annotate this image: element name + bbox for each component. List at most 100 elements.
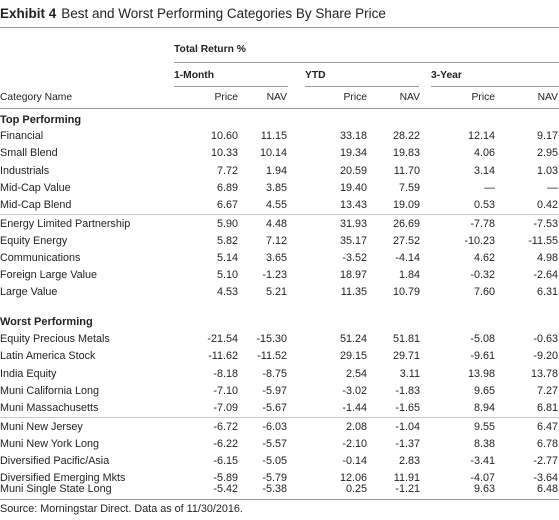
return-value-cell: 1.94 (265, 165, 287, 177)
exhibit-label: Exhibit 4 (0, 6, 57, 21)
header-bottom-divider (0, 108, 559, 109)
return-value-cell: -1.37 (395, 438, 420, 450)
return-value-cell: 7.59 (398, 182, 420, 194)
return-value-cell: -3.41 (470, 455, 495, 467)
return-value-cell: 9.17 (536, 130, 558, 142)
return-value-cell: 2.83 (398, 455, 420, 467)
return-value-cell: 35.17 (339, 235, 367, 247)
return-value-cell: 12.06 (339, 472, 367, 484)
return-value-cell: -8.75 (262, 368, 287, 380)
return-value-cell: 31.93 (339, 218, 367, 230)
return-value-cell: 33.18 (339, 130, 367, 142)
return-value-cell: -6.03 (262, 421, 287, 433)
return-value-cell: 5.10 (216, 269, 238, 281)
category-name: Energy Limited Partnership (0, 218, 131, 230)
total-return-header: Total Return % (174, 44, 246, 55)
return-value-cell: -5.38 (262, 483, 287, 495)
return-value-cell: 13.98 (467, 368, 495, 380)
return-value-cell: -5.89 (213, 472, 238, 484)
return-value-cell: 4.06 (473, 147, 495, 159)
category-name: Muni New York Long (0, 438, 100, 450)
group-divider-3year (431, 86, 559, 87)
return-value-cell: 9.63 (473, 483, 495, 495)
return-value-cell: -6.22 (213, 438, 238, 450)
return-value-cell: -5.05 (262, 455, 287, 467)
category-name: Diversified Pacific/Asia (0, 455, 110, 467)
table-row: India Equity -8.18 -8.75 2.54 3.11 13.98… (0, 366, 559, 382)
group-header-ytd: YTD (305, 70, 326, 81)
return-value-cell: 6.81 (536, 402, 558, 414)
return-value-cell: -3.52 (342, 252, 367, 264)
return-value-cell: 2.08 (345, 421, 367, 433)
category-name: Equity Precious Metals (0, 333, 110, 345)
category-name: Muni Single State Long (0, 483, 112, 495)
return-value-cell: 10.60 (210, 130, 238, 142)
category-name: Diversified Emerging Mkts (0, 472, 126, 484)
return-value-cell: -1.04 (395, 421, 420, 433)
table-row: Muni New Jersey -6.72 -6.03 2.08 -1.04 9… (0, 419, 559, 435)
return-value-cell: -6.15 (213, 455, 238, 467)
category-name: Mid-Cap Value (0, 182, 71, 194)
return-value-cell: 4.62 (473, 252, 495, 264)
column-header-category: Category Name (0, 92, 73, 103)
return-value-cell: 2.95 (536, 147, 558, 159)
return-value-cell: -4.07 (470, 472, 495, 484)
return-value-cell: -7.78 (470, 218, 495, 230)
return-value-cell: 51.24 (339, 333, 367, 345)
return-value-cell: 7.12 (265, 235, 287, 247)
return-value-cell: -2.64 (533, 269, 558, 281)
return-value-cell: 10.33 (210, 147, 238, 159)
return-value-cell: 11.91 (393, 472, 420, 484)
return-value-cell: 4.48 (265, 218, 287, 230)
return-value-cell: 10.79 (392, 286, 420, 298)
return-value-cell: -6.72 (213, 421, 238, 433)
return-value-cell: 9.65 (473, 385, 495, 397)
exhibit-title: Exhibit 4 Best and Worst Performing Categ… (0, 4, 559, 26)
category-name: Muni California Long (0, 385, 100, 397)
table-row: Foreign Large Value 5.10 -1.23 18.97 1.8… (0, 267, 559, 283)
category-name: Industrials (0, 165, 50, 177)
category-name: Foreign Large Value (0, 269, 98, 281)
return-value-cell: 11.15 (260, 130, 287, 142)
return-value-cell: 3.14 (473, 165, 495, 177)
return-value-cell: -3.02 (342, 385, 367, 397)
return-value-cell: 6.78 (536, 438, 558, 450)
column-header-nav-ytd: NAV (399, 92, 420, 103)
table-row: Small Blend 10.33 10.14 19.34 19.83 4.06… (0, 145, 559, 161)
return-value-cell: 7.60 (473, 286, 495, 298)
table-row: Latin America Stock -11.62 -11.52 29.15 … (0, 348, 559, 364)
return-value-cell: 29.71 (392, 350, 420, 362)
return-value-cell: -7.53 (533, 218, 558, 230)
return-value-cell: 11.35 (340, 286, 367, 298)
category-name: Equity Energy (0, 235, 68, 247)
title-divider (0, 27, 559, 28)
category-name: Worst Performing (0, 316, 93, 328)
return-value-cell: -5.97 (262, 385, 287, 397)
table-row: Equity Energy 5.82 7.12 35.17 27.52 -10.… (0, 233, 559, 249)
return-value-cell: 9.55 (473, 421, 495, 433)
return-value-cell: 4.53 (216, 286, 238, 298)
return-value-cell: 51.81 (392, 333, 420, 345)
return-value-cell: 0.53 (473, 199, 495, 211)
header-divider (174, 62, 559, 63)
footer-divider (0, 499, 559, 500)
return-value-cell: 26.69 (392, 218, 420, 230)
return-value-cell: 19.40 (339, 182, 367, 194)
return-value-cell: — (547, 182, 558, 194)
return-value-cell: 0.25 (345, 483, 367, 495)
table-row: Mid-Cap Value 6.89 3.85 19.40 7.59 — — (0, 180, 559, 196)
return-value-cell: -1.21 (395, 483, 420, 495)
return-value-cell: 2.54 (345, 368, 367, 380)
return-value-cell: -1.65 (395, 402, 420, 414)
category-name: Small Blend (0, 147, 58, 159)
table-row: Muni New York Long -6.22 -5.57 -2.10 -1.… (0, 436, 559, 452)
return-value-cell: -7.10 (213, 385, 238, 397)
group-header-3year: 3-Year (431, 70, 462, 81)
return-value-cell: 4.55 (265, 199, 287, 211)
table-row: Diversified Emerging Mkts -5.89 -5.79 12… (0, 470, 559, 486)
return-value-cell: 6.67 (216, 199, 238, 211)
return-value-cell: 19.09 (392, 199, 420, 211)
category-name: Muni Massachusetts (0, 402, 99, 414)
return-value-cell: -7.09 (213, 402, 238, 414)
